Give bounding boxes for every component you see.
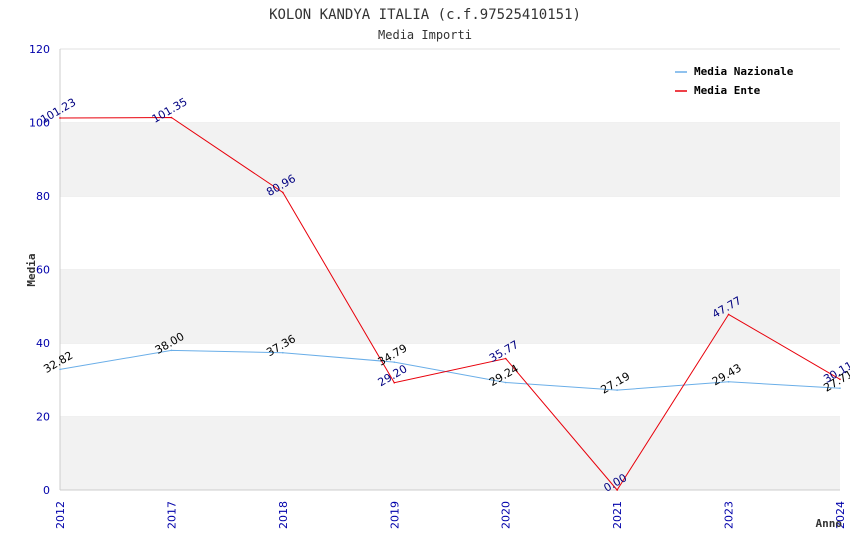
data-point [616, 489, 618, 491]
y-tick-label: 20 [36, 411, 50, 424]
data-point [504, 357, 507, 360]
data-point [59, 368, 61, 371]
x-tick-labels: 2012 2017 2018 2019 2020 2021 2023 2024 [54, 501, 847, 529]
y-tick-label: 0 [43, 484, 50, 497]
x-tick-label: 2017 [165, 501, 178, 529]
data-point [59, 117, 61, 119]
data-point [839, 387, 841, 389]
series-line-media-nazionale [59, 349, 841, 391]
data-point [393, 361, 396, 363]
x-tick-label: 2021 [611, 501, 624, 529]
data-point [839, 378, 841, 381]
chart-title: KOLON KANDYA ITALIA (c.f.97525410151) [269, 7, 581, 23]
grid-band [60, 122, 840, 196]
x-tick-label: 2024 [834, 501, 847, 529]
grid-bands [60, 48, 840, 490]
data-point [616, 389, 618, 391]
data-point [282, 191, 284, 194]
grid-band [60, 196, 840, 270]
grid-band [60, 343, 840, 417]
x-tick-label: 2019 [388, 501, 401, 529]
legend-box [669, 60, 810, 102]
y-tick-label: 60 [36, 264, 50, 277]
x-tick-label: 2018 [277, 501, 290, 529]
y-tick-label: 120 [29, 43, 50, 56]
grid-band [60, 269, 840, 343]
y-tick-label: 40 [36, 337, 50, 350]
legend-label-media-nazionale: Media Nazionale [694, 65, 794, 78]
data-point [727, 313, 730, 316]
legend: Media Nazionale Media Ente [669, 60, 810, 102]
series-line-media-ente [59, 116, 841, 491]
data-point [393, 381, 396, 384]
series-lines [59, 116, 841, 491]
x-tick-label: 2012 [54, 501, 67, 529]
legend-label-media-ente: Media Ente [694, 84, 761, 97]
x-tick-label: 2023 [723, 501, 736, 529]
y-axis-label: Media [25, 253, 38, 286]
grid-band [60, 416, 840, 490]
x-axis-label: Anno [816, 517, 843, 530]
chart-subtitle: Media Importi [378, 28, 472, 42]
axes [59, 49, 840, 491]
x-tick-label: 2020 [500, 501, 513, 529]
y-tick-labels: 0 20 40 60 80 100 120 [29, 43, 50, 497]
data-point [170, 349, 173, 352]
data-point [282, 351, 284, 354]
data-point [170, 116, 173, 119]
y-tick-label: 100 [29, 117, 50, 130]
data-point [504, 381, 507, 384]
y-tick-label: 80 [36, 190, 50, 203]
data-point [727, 381, 730, 383]
